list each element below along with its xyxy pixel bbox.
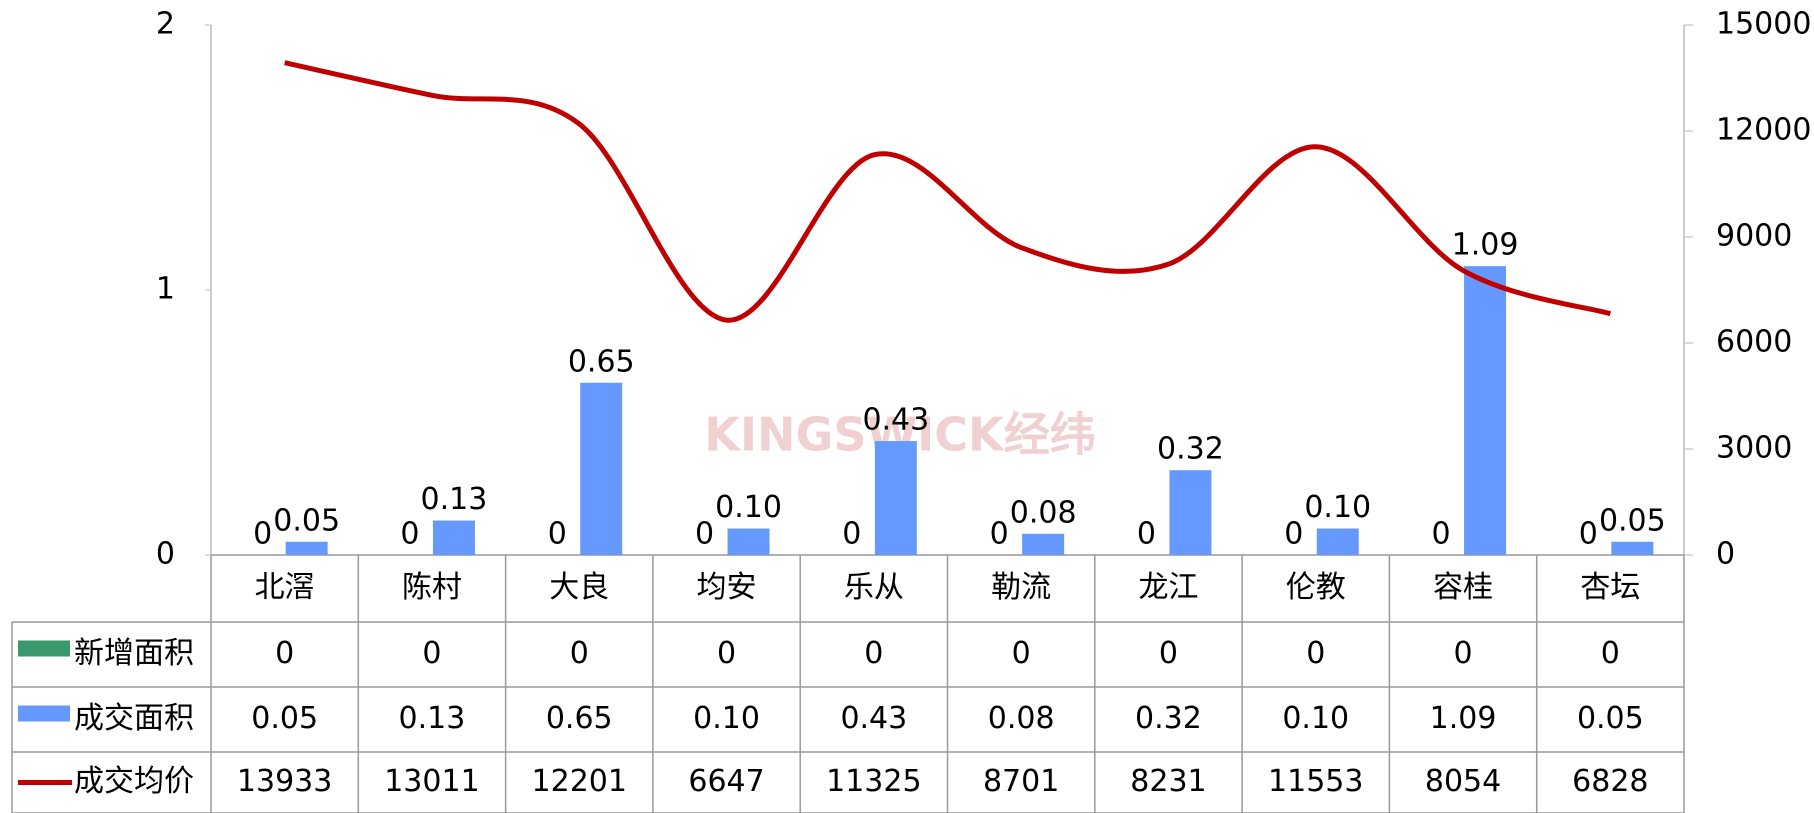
- bar: [1611, 541, 1654, 555]
- y-tick-label: 1: [156, 272, 175, 307]
- data-label: 0.43: [862, 403, 929, 438]
- data-label: 0.10: [715, 490, 782, 525]
- bar: [432, 520, 475, 555]
- table-cell: 11553: [1268, 764, 1363, 799]
- data-label: 0.08: [1010, 495, 1077, 530]
- table-cell: 8701: [983, 764, 1059, 799]
- table-cell: 0: [1159, 636, 1178, 671]
- table-cell: 0.65: [546, 701, 613, 736]
- x-tick-label: 龙江: [1138, 570, 1198, 605]
- table-cell: 11325: [826, 764, 921, 799]
- table-cell: 0: [570, 636, 589, 671]
- table-cell: 0.10: [1282, 701, 1349, 736]
- bar: [1316, 528, 1359, 555]
- legend-label: 成交面积: [74, 701, 194, 736]
- data-label: 0.05: [273, 503, 340, 538]
- x-tick-label: 北滘: [255, 570, 315, 605]
- table-cell: 13933: [237, 764, 332, 799]
- data-label: 0: [1432, 517, 1451, 552]
- x-tick-label: 均安: [697, 570, 757, 605]
- x-tick-label: 乐从: [844, 570, 904, 605]
- y2-tick-label: 0: [1716, 537, 1735, 572]
- legend-swatch: [18, 705, 70, 722]
- table-cell: 0.10: [693, 701, 760, 736]
- bar: [727, 528, 770, 555]
- y2-tick-label: 15000: [1716, 7, 1811, 42]
- table-cell: 0.43: [840, 701, 907, 736]
- data-label: 0: [400, 517, 419, 552]
- y2-tick-label: 3000: [1716, 431, 1792, 466]
- data-label: 0: [1137, 517, 1156, 552]
- x-tick-label: 大良: [549, 570, 609, 605]
- legend-label: 成交均价: [74, 764, 194, 799]
- x-tick-label: 勒流: [991, 570, 1051, 605]
- data-label: 0.05: [1599, 503, 1666, 538]
- x-tick-label: 陈村: [402, 570, 462, 605]
- bar: [874, 441, 917, 555]
- table-cell: 0.32: [1135, 701, 1202, 736]
- data-label: 0: [695, 517, 714, 552]
- table-cell: 8054: [1425, 764, 1501, 799]
- table-cell: 0.05: [251, 701, 318, 736]
- table-cell: 0.08: [988, 701, 1055, 736]
- y2-tick-label: 6000: [1716, 325, 1792, 360]
- bar: [580, 382, 623, 555]
- x-tick-label: 容桂: [1433, 570, 1493, 605]
- table-cell: 0: [1306, 636, 1325, 671]
- table-cell: 12201: [532, 764, 627, 799]
- table-cell: 0: [717, 636, 736, 671]
- y-tick-label: 2: [156, 7, 175, 42]
- data-label: 0.10: [1304, 490, 1371, 525]
- table-cell: 0: [275, 636, 294, 671]
- table-cell: 6828: [1572, 764, 1648, 799]
- data-label: 0: [1579, 517, 1598, 552]
- data-label: 0: [842, 517, 861, 552]
- table-cell: 0: [864, 636, 883, 671]
- y2-tick-label: 9000: [1716, 219, 1792, 254]
- data-label: 1.09: [1452, 228, 1519, 263]
- bar: [1022, 533, 1065, 555]
- table-cell: 13011: [384, 764, 479, 799]
- x-tick-label: 伦教: [1286, 570, 1346, 605]
- bar: [1169, 470, 1212, 555]
- y-tick-label: 0: [156, 537, 175, 572]
- data-label: 0: [1284, 517, 1303, 552]
- table-cell: 0: [1454, 636, 1473, 671]
- table-cell: 0: [1601, 636, 1620, 671]
- bar: [1464, 266, 1507, 555]
- data-label: 0: [548, 517, 567, 552]
- legend-swatch: [18, 640, 70, 657]
- table-cell: 0: [1012, 636, 1031, 671]
- legend-label: 新增面积: [74, 636, 194, 671]
- line: [284, 60, 1612, 323]
- data-label: 0.65: [568, 344, 635, 379]
- data-label: 0.32: [1157, 432, 1224, 467]
- data-label: 0: [253, 517, 272, 552]
- table-cell: 1.09: [1430, 701, 1497, 736]
- x-tick-label: 杏坛: [1580, 570, 1640, 605]
- bar: [285, 541, 328, 555]
- table-cell: 8231: [1130, 764, 1206, 799]
- data-label: 0: [990, 517, 1009, 552]
- data-label: 0.13: [421, 482, 488, 517]
- table-cell: 0: [422, 636, 441, 671]
- table-cell: 6647: [688, 764, 764, 799]
- y2-tick-label: 12000: [1716, 113, 1811, 148]
- table-cell: 0.05: [1577, 701, 1644, 736]
- table-cell: 0.13: [399, 701, 466, 736]
